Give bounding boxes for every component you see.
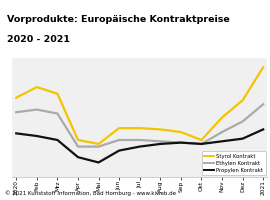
Text: © 2021 Kunststoff Information, Bad Homburg - www.kiweb.de: © 2021 Kunststoff Information, Bad Hombu… (5, 190, 176, 196)
Text: 2020 - 2021: 2020 - 2021 (7, 35, 70, 44)
Legend: Styrol Kontrakt, Ethylen Kontrakt, Propylen Kontrakt: Styrol Kontrakt, Ethylen Kontrakt, Propy… (202, 151, 266, 175)
Text: Vorprodukte: Europäische Kontraktpreise: Vorprodukte: Europäische Kontraktpreise (7, 15, 230, 24)
